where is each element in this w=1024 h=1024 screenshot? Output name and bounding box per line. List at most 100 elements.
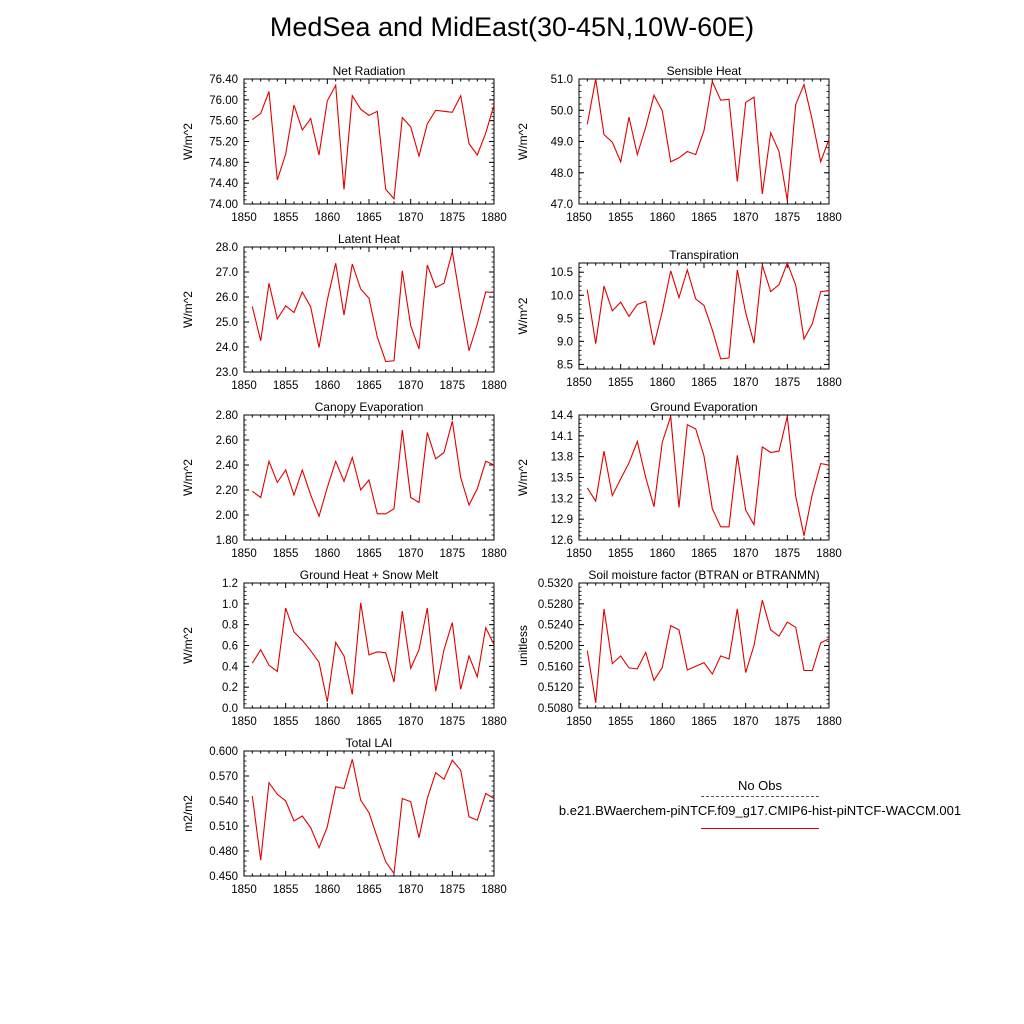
- y-tick-label: 48.0: [551, 168, 573, 180]
- plot-frame: [578, 78, 830, 205]
- y-tick-label: 25.0: [216, 317, 238, 329]
- x-tick-label: 1875: [440, 716, 466, 728]
- y-tick-label: 9.5: [557, 313, 573, 325]
- y-tick-label: 0.570: [209, 771, 238, 783]
- y-tick-label: 2.40: [216, 460, 238, 472]
- x-tick-label: 1860: [315, 380, 341, 392]
- series-line: [251, 251, 495, 363]
- y-axis-label: W/m^2: [181, 291, 195, 328]
- x-tick-label: 1865: [356, 380, 382, 392]
- y-tick-label: 74.00: [209, 199, 238, 211]
- series-line: [586, 78, 830, 201]
- x-tick-label: 1870: [398, 884, 424, 896]
- x-tick-label: 1850: [566, 212, 592, 224]
- x-tick-label: 1880: [481, 884, 507, 896]
- x-tick-label: 1860: [315, 548, 341, 560]
- x-tick-label: 1875: [440, 212, 466, 224]
- x-tick-label: 1880: [816, 212, 842, 224]
- plot-frame: [578, 582, 830, 709]
- x-tick-label: 1870: [733, 548, 759, 560]
- y-tick-label: 14.4: [551, 410, 574, 422]
- x-tick-label: 1875: [775, 716, 801, 728]
- y-tick-label: 47.0: [551, 199, 573, 211]
- y-tick-label: 0.4: [222, 661, 239, 673]
- x-tick-label: 1850: [231, 380, 257, 392]
- x-tick-label: 1870: [398, 380, 424, 392]
- plot-title: Net Radiation: [333, 64, 406, 78]
- plot-title: Total LAI: [346, 736, 393, 750]
- y-tick-label: 1.80: [216, 535, 238, 547]
- x-tick-label: 1865: [691, 548, 717, 560]
- plot-frame: [578, 262, 830, 370]
- x-tick-label: 1865: [691, 377, 717, 389]
- y-tick-label: 0.2: [222, 682, 238, 694]
- x-tick-label: 1850: [231, 548, 257, 560]
- x-tick-label: 1865: [356, 716, 382, 728]
- x-tick-label: 1855: [608, 212, 634, 224]
- series-line: [586, 261, 830, 360]
- x-tick-label: 1855: [608, 548, 634, 560]
- x-tick-label: 1880: [816, 716, 842, 728]
- y-tick-label: 28.0: [216, 242, 238, 254]
- y-tick-label: 2.60: [216, 435, 238, 447]
- x-tick-label: 1870: [733, 716, 759, 728]
- x-tick-label: 1880: [481, 548, 507, 560]
- x-tick-label: 1855: [273, 548, 299, 560]
- y-tick-label: 9.0: [557, 336, 573, 348]
- plot-frame: [243, 414, 495, 541]
- x-tick-label: 1865: [356, 884, 382, 896]
- legend: No Obs b.e21.BWaerchem-piNTCF.f09_g17.CM…: [540, 778, 980, 829]
- plot-frame: [243, 78, 495, 205]
- y-axis-label: W/m^2: [516, 459, 530, 496]
- x-tick-label: 1865: [691, 716, 717, 728]
- x-tick-label: 1875: [440, 884, 466, 896]
- y-tick-label: 74.80: [209, 157, 238, 169]
- plot-frame: [578, 414, 830, 541]
- x-tick-label: 1860: [315, 212, 341, 224]
- y-tick-label: 0.8: [222, 620, 238, 632]
- plot-title: Transpiration: [669, 248, 739, 262]
- y-axis-label: W/m^2: [516, 297, 530, 334]
- plot-title: Ground Evaporation: [650, 400, 757, 414]
- x-tick-label: 1855: [273, 212, 299, 224]
- y-tick-label: 0.5080: [538, 703, 573, 715]
- x-tick-label: 1875: [775, 548, 801, 560]
- y-tick-label: 2.00: [216, 510, 238, 522]
- y-tick-label: 10.0: [551, 290, 573, 302]
- x-tick-label: 1855: [608, 377, 634, 389]
- y-tick-label: 0.600: [209, 746, 238, 758]
- x-tick-label: 1860: [315, 884, 341, 896]
- legend-obs-line: [701, 796, 819, 797]
- plot-frame: [243, 582, 495, 709]
- x-tick-label: 1865: [691, 212, 717, 224]
- y-tick-label: 8.5: [557, 359, 573, 371]
- x-tick-label: 1880: [481, 380, 507, 392]
- y-tick-label: 0.5160: [538, 661, 573, 673]
- x-tick-label: 1860: [650, 716, 676, 728]
- y-tick-label: 75.20: [209, 137, 238, 149]
- y-tick-label: 2.20: [216, 485, 238, 497]
- y-tick-label: 1.2: [222, 578, 238, 590]
- x-tick-label: 1870: [398, 548, 424, 560]
- y-axis-label: m2/m2: [181, 795, 195, 832]
- x-tick-label: 1855: [273, 380, 299, 392]
- x-tick-label: 1875: [440, 380, 466, 392]
- y-tick-label: 2.80: [216, 410, 238, 422]
- plot-title: Soil moisture factor (BTRAN or BTRANMN): [588, 568, 819, 582]
- series-line: [586, 416, 830, 536]
- y-tick-label: 50.0: [551, 105, 573, 117]
- series-line: [251, 759, 495, 875]
- x-tick-label: 1855: [608, 716, 634, 728]
- y-tick-label: 0.480: [209, 846, 238, 858]
- y-tick-label: 12.9: [551, 514, 573, 526]
- y-tick-label: 27.0: [216, 267, 238, 279]
- x-tick-label: 1850: [231, 212, 257, 224]
- series-line: [251, 602, 495, 702]
- plot-title: Latent Heat: [338, 232, 401, 246]
- x-tick-label: 1850: [231, 884, 257, 896]
- y-tick-label: 12.6: [551, 535, 573, 547]
- y-tick-label: 0.5240: [538, 620, 573, 632]
- y-tick-label: 14.1: [551, 431, 573, 443]
- y-tick-label: 10.5: [551, 267, 573, 279]
